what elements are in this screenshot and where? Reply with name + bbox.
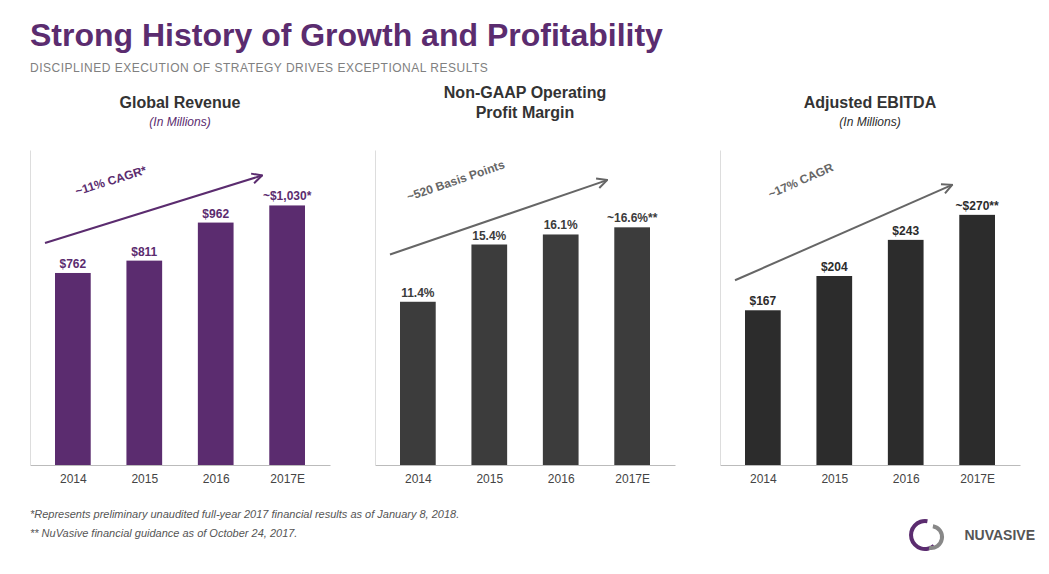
bar: [816, 276, 852, 465]
x-tick: 2015: [821, 472, 848, 486]
x-tick: 2016: [893, 472, 920, 486]
x-tick-label: 2017E: [270, 472, 305, 486]
data-label: $204: [821, 260, 848, 274]
bars: [55, 205, 305, 465]
chart-svg: Strong History of Growth and Profitabili…: [0, 0, 1049, 574]
x-axis: 2014 2015 2016 2017E: [721, 466, 1021, 486]
data-label: $243: [892, 224, 919, 238]
panel-title: Adjusted EBITDA: [804, 94, 937, 111]
x-tick-label: 2016: [548, 472, 575, 486]
x-tick: 2017E: [960, 472, 995, 486]
data-label: $167: [750, 294, 777, 308]
panel-title: Profit Margin: [476, 104, 575, 121]
panel-subtitle: (In Millions): [839, 115, 900, 129]
y-axis-line: [30, 151, 31, 466]
panel-title: Non-GAAP Operating: [444, 84, 606, 101]
y-axis: [720, 151, 721, 466]
annotation: ~520 Basis Points: [405, 157, 507, 204]
footnote: ** NuVasive financial guidance as of Oct…: [30, 527, 297, 539]
y-axis-line: [375, 151, 376, 466]
data-label: ~$270**: [956, 199, 999, 213]
trend-arrow: [735, 185, 952, 280]
annotation: ~17% CAGR: [766, 160, 836, 201]
x-tick: 2015: [131, 472, 158, 486]
x-tick: 2014: [405, 472, 432, 486]
x-tick-label: 2017E: [960, 472, 995, 486]
bar: [126, 261, 162, 465]
footnote: *Represents preliminary unaudited full-y…: [30, 508, 459, 520]
data-label: 16.1%: [544, 218, 578, 232]
y-axis: [375, 151, 376, 466]
x-tick-label: 2015: [821, 472, 848, 486]
bar: [959, 215, 995, 465]
x-tick: 2015: [476, 472, 503, 486]
data-label: ~$1,030*: [263, 189, 312, 203]
x-tick: 2017E: [270, 472, 305, 486]
y-axis-line: [720, 151, 721, 466]
x-tick-label: 2014: [60, 472, 87, 486]
x-tick: 2014: [60, 472, 87, 486]
panel: Non-GAAP Operating Profit Margin 11.4% 15.4…: [376, 84, 676, 486]
bar: [55, 273, 91, 465]
title: Strong History of Growth and Profitabili…: [30, 17, 663, 53]
bar: [745, 310, 781, 465]
x-tick-label: 2014: [750, 472, 777, 486]
x-tick-label: 2017E: [615, 472, 650, 486]
logo-mark: [909, 519, 944, 551]
panel-title: Global Revenue: [120, 94, 241, 111]
x-axis: 2014 2015 2016 2017E: [31, 466, 331, 486]
bar: [400, 302, 436, 465]
bar: [614, 227, 650, 465]
x-tick-label: 2015: [131, 472, 158, 486]
x-tick-label: 2016: [893, 472, 920, 486]
panel: Adjusted EBITDA (In Millions) $167 $204 $243…: [721, 94, 1021, 486]
bar: [543, 234, 579, 465]
subtitle: DISCIPLINED EXECUTION OF STRATEGY DRIVES…: [30, 61, 488, 75]
panel-subtitle: (In Millions): [149, 115, 210, 129]
data-label: 11.4%: [401, 286, 435, 300]
bar: [888, 240, 924, 465]
x-tick-label: 2014: [405, 472, 432, 486]
logo-text: NUVASIVE: [964, 527, 1035, 543]
y-axis: [30, 151, 31, 466]
logo-arc: [929, 524, 944, 550]
annotation: ~11% CAGR*: [73, 163, 148, 198]
bars: [745, 215, 995, 465]
baseline: [376, 465, 676, 466]
x-axis: 2014 2015 2016 2017E: [376, 466, 676, 486]
x-tick-label: 2015: [476, 472, 503, 486]
bar: [198, 223, 234, 465]
x-tick: 2014: [750, 472, 777, 486]
baseline: [31, 465, 331, 466]
x-tick: 2016: [203, 472, 230, 486]
data-label: $762: [60, 257, 87, 271]
bar: [471, 245, 507, 466]
chart-container: Strong History of Growth and Profitabili…: [0, 0, 1049, 574]
x-tick: 2016: [548, 472, 575, 486]
x-tick: 2017E: [615, 472, 650, 486]
panel: Global Revenue (In Millions) $762 $811 $962 ~…: [31, 94, 331, 486]
bar: [269, 205, 305, 465]
bars: [400, 227, 650, 465]
baseline: [721, 465, 1021, 466]
data-label: ~16.6%**: [607, 211, 658, 225]
data-label: $962: [202, 207, 229, 221]
data-label: $811: [131, 245, 157, 259]
x-tick-label: 2016: [203, 472, 230, 486]
data-label: 15.4%: [472, 229, 506, 243]
